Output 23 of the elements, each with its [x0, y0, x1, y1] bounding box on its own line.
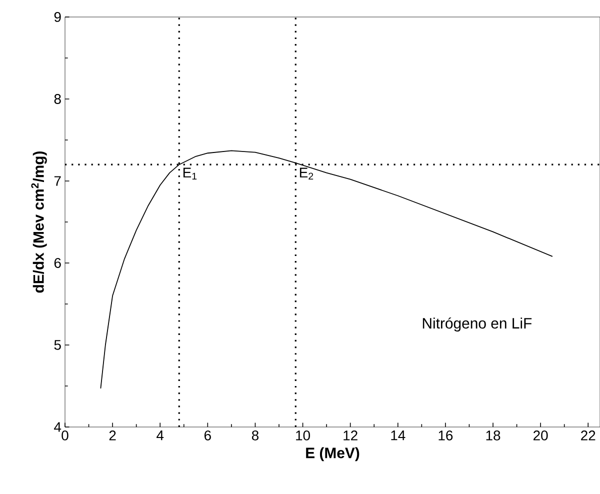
- x-tick-label: 14: [391, 430, 406, 440]
- x-axis-title: E (MeV): [306, 447, 360, 462]
- x-tick-label: 10: [296, 430, 310, 440]
- annotation: E$_{1}$: [183, 168, 197, 180]
- y-tick-label: 6: [54, 258, 61, 268]
- x-tick-label: 8: [252, 430, 259, 440]
- annotation: Nitrógeno en LiF: [422, 317, 532, 332]
- y-tick-label: 7: [54, 176, 61, 186]
- y-tick-label: 5: [54, 340, 61, 350]
- y-tick-label: 4: [54, 422, 62, 432]
- x-tick-label: 18: [486, 430, 500, 440]
- x-tick-label: 0: [62, 430, 68, 440]
- x-tick-label: 6: [204, 430, 211, 440]
- y-tick-label: 9: [54, 12, 61, 22]
- x-tick-label: 16: [438, 430, 453, 440]
- x-tick-label: 4: [156, 430, 164, 440]
- x-tick-label: 12: [344, 430, 358, 440]
- annotation: E$_{2}$: [300, 168, 314, 180]
- x-tick-label: 22: [581, 430, 596, 440]
- x-tick-label: 2: [109, 430, 116, 440]
- y-tick-label: 8: [54, 94, 61, 104]
- x-tick-label: 20: [534, 430, 548, 440]
- y-axis-title: dE/dx (Mev cm$^{2}$/mg): [31, 151, 47, 293]
